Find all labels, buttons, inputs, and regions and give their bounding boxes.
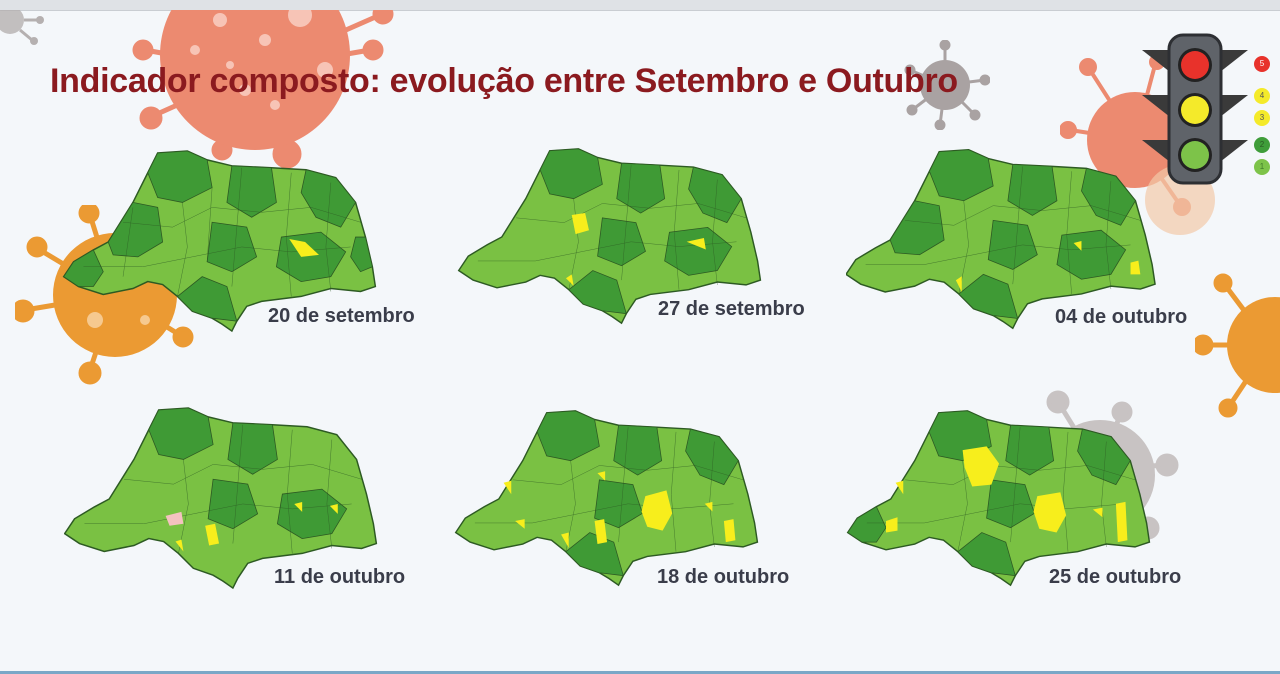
window-top-bar [0,0,1280,11]
window-bottom-bar [0,671,1280,674]
map-date-label: 18 de outubro [657,566,790,588]
legend-level-3: 3 [1254,110,1270,126]
rn-state-map-icon [454,410,759,587]
rn-state-map-icon [846,410,1151,587]
legend-level-1: 1 [1254,159,1270,175]
map-date-label: 04 de outubro [1055,306,1188,328]
rn-state-map-icon [64,407,378,590]
traffic-light-icon [1142,33,1248,185]
rn-state-map-icon [457,148,762,325]
page-title: Indicador composto: evolução entre Setem… [50,62,958,100]
virus-illustration-icon [132,10,394,169]
map-date-label: 25 de outubro [1049,566,1182,588]
rn-state-map-icon [62,150,377,333]
legend-level-4: 4 [1254,88,1270,104]
virus-illustration-icon [1195,273,1280,418]
legend-level-2: 2 [1254,137,1270,153]
map-date-label: 20 de setembro [268,305,415,327]
legend-level-5: 5 [1254,56,1270,72]
virus-illustration-icon [904,40,990,130]
map-date-label: 27 de setembro [658,298,805,320]
map-date-label: 11 de outubro [274,566,406,588]
rn-state-map-icon [846,148,1156,330]
virus-illustration-icon [0,10,44,45]
